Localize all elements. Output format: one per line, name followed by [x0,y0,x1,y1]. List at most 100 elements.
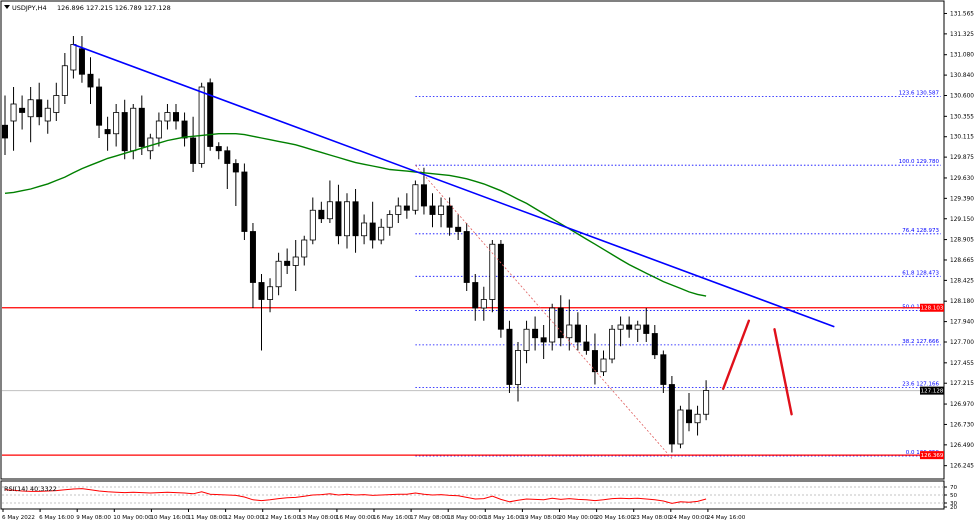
price-tick-label: 131.080 [950,53,974,59]
bearish-candle [258,282,265,300]
price-tick-label: 130.115 [950,135,974,141]
bullish-candle [113,112,120,135]
price-tick-label: 130.600 [950,94,974,100]
bullish-candle [130,107,137,152]
price-axis: 131.565 131.325 131.080 130.840 130.600 130.3… [920,11,974,470]
bullish-candle [198,86,205,164]
level-price-tag-bg [920,303,944,312]
symbol-dropdown-icon[interactable] [4,5,10,9]
rsi-tick-label: 50 [950,493,958,499]
ohlc-label: 126.896 127.215 126.789 127.128 [57,4,171,12]
bullish-candle [10,103,17,122]
bullish-candle [164,112,171,122]
projection-arrow [722,319,751,390]
bullish-candle [600,358,607,373]
bearish-candle [497,243,504,330]
bullish-candle [386,214,393,228]
fib-level-label: 38.2 127.666 [902,339,939,345]
level-price-tag: 126.369 [921,453,944,459]
bearish-candle [403,205,410,211]
bearish-candle [557,307,564,339]
time-tick-label: 20 May 16:00 [596,515,635,521]
bearish-candle [241,171,248,232]
bullish-candle [275,260,282,288]
bearish-candle [643,324,650,334]
time-tick-label: 13 May 08:00 [299,515,338,521]
price-tick-label: 127.215 [950,381,974,387]
fib-level-label: 23.6 127.166 [902,381,939,387]
bullish-candle [292,256,299,266]
bearish-candle [232,163,239,173]
bearish-candle [420,184,427,207]
time-tick-label: 9 May 08:00 [76,515,111,521]
bearish-candle [249,231,256,283]
price-tick-label: 126.245 [950,464,974,470]
bullish-candle [155,120,162,139]
bullish-candle [703,390,710,415]
price-tick-label: 129.150 [950,217,974,223]
bearish-candle [506,328,513,385]
price-tick-label: 128.425 [950,278,974,284]
bullish-candle [267,286,274,300]
price-tick-label: 126.730 [950,422,974,428]
bullish-candle [70,44,77,71]
bearish-candle [429,205,436,215]
time-tick-label: 10 May 16:00 [150,515,189,521]
bullish-candle [566,324,573,339]
rsi-line [4,488,707,504]
bullish-candle [523,328,530,351]
bullish-candle [27,99,34,118]
bullish-candle [301,239,308,258]
bearish-candle [172,112,179,122]
bearish-candle [121,112,128,152]
bearish-candle [472,282,479,309]
price-tick-label: 126.490 [950,443,974,449]
rsi-tick-label: 20 [950,505,958,511]
bullish-candle [515,350,522,385]
price-tick-label: 127.940 [950,320,974,326]
bearish-candle [190,137,197,164]
bullish-candle [343,201,350,237]
bearish-candle [583,341,590,351]
bullish-candle [309,209,316,241]
time-tick-label: 16 May 16:00 [373,515,412,521]
bearish-candle [318,209,325,220]
price-tick-label: 128.665 [950,258,974,264]
bullish-candle [609,328,616,360]
rsi-tick-label: 30 [950,501,958,507]
bearish-candle [532,328,539,339]
rsi-label: RSI(14) 40.3322 [4,485,57,493]
bearish-candle [19,107,26,113]
bearish-candle [446,205,453,228]
price-tick-label: 130.840 [950,73,974,79]
time-tick-label: 16 May 00:00 [336,515,375,521]
bullish-candle [412,184,419,211]
fib-level-label: 61.8 128.473 [902,270,939,276]
symbol-label: USDJPY,H4 [12,4,47,12]
bearish-candle [181,120,188,139]
bullish-candle [489,243,496,300]
fib-dotted-line [415,164,673,459]
time-tick-label: 11 May 08:00 [188,515,227,521]
candles-layer [2,36,710,453]
price-tick-label: 127.455 [950,361,974,367]
bullish-candle [395,205,402,215]
bullish-candle [326,201,333,220]
bullish-candle [677,409,684,445]
bullish-candle [549,307,556,343]
rsi-tick-label: 70 [950,485,958,491]
price-tick-label: 128.905 [950,238,974,244]
trendline [73,43,835,328]
bearish-candle [455,226,462,232]
bearish-candle [138,107,145,147]
bearish-candle [2,124,8,139]
bearish-candle [36,99,43,118]
price-tick-label: 127.700 [950,340,974,346]
bearish-candle [686,409,693,424]
bearish-candle [591,350,598,373]
fib-level-label: 100.0 129.780 [899,159,940,165]
time-tick-label: 6 May 16:00 [39,515,74,521]
overlays-layer [4,43,835,459]
bullish-candle [694,413,701,424]
